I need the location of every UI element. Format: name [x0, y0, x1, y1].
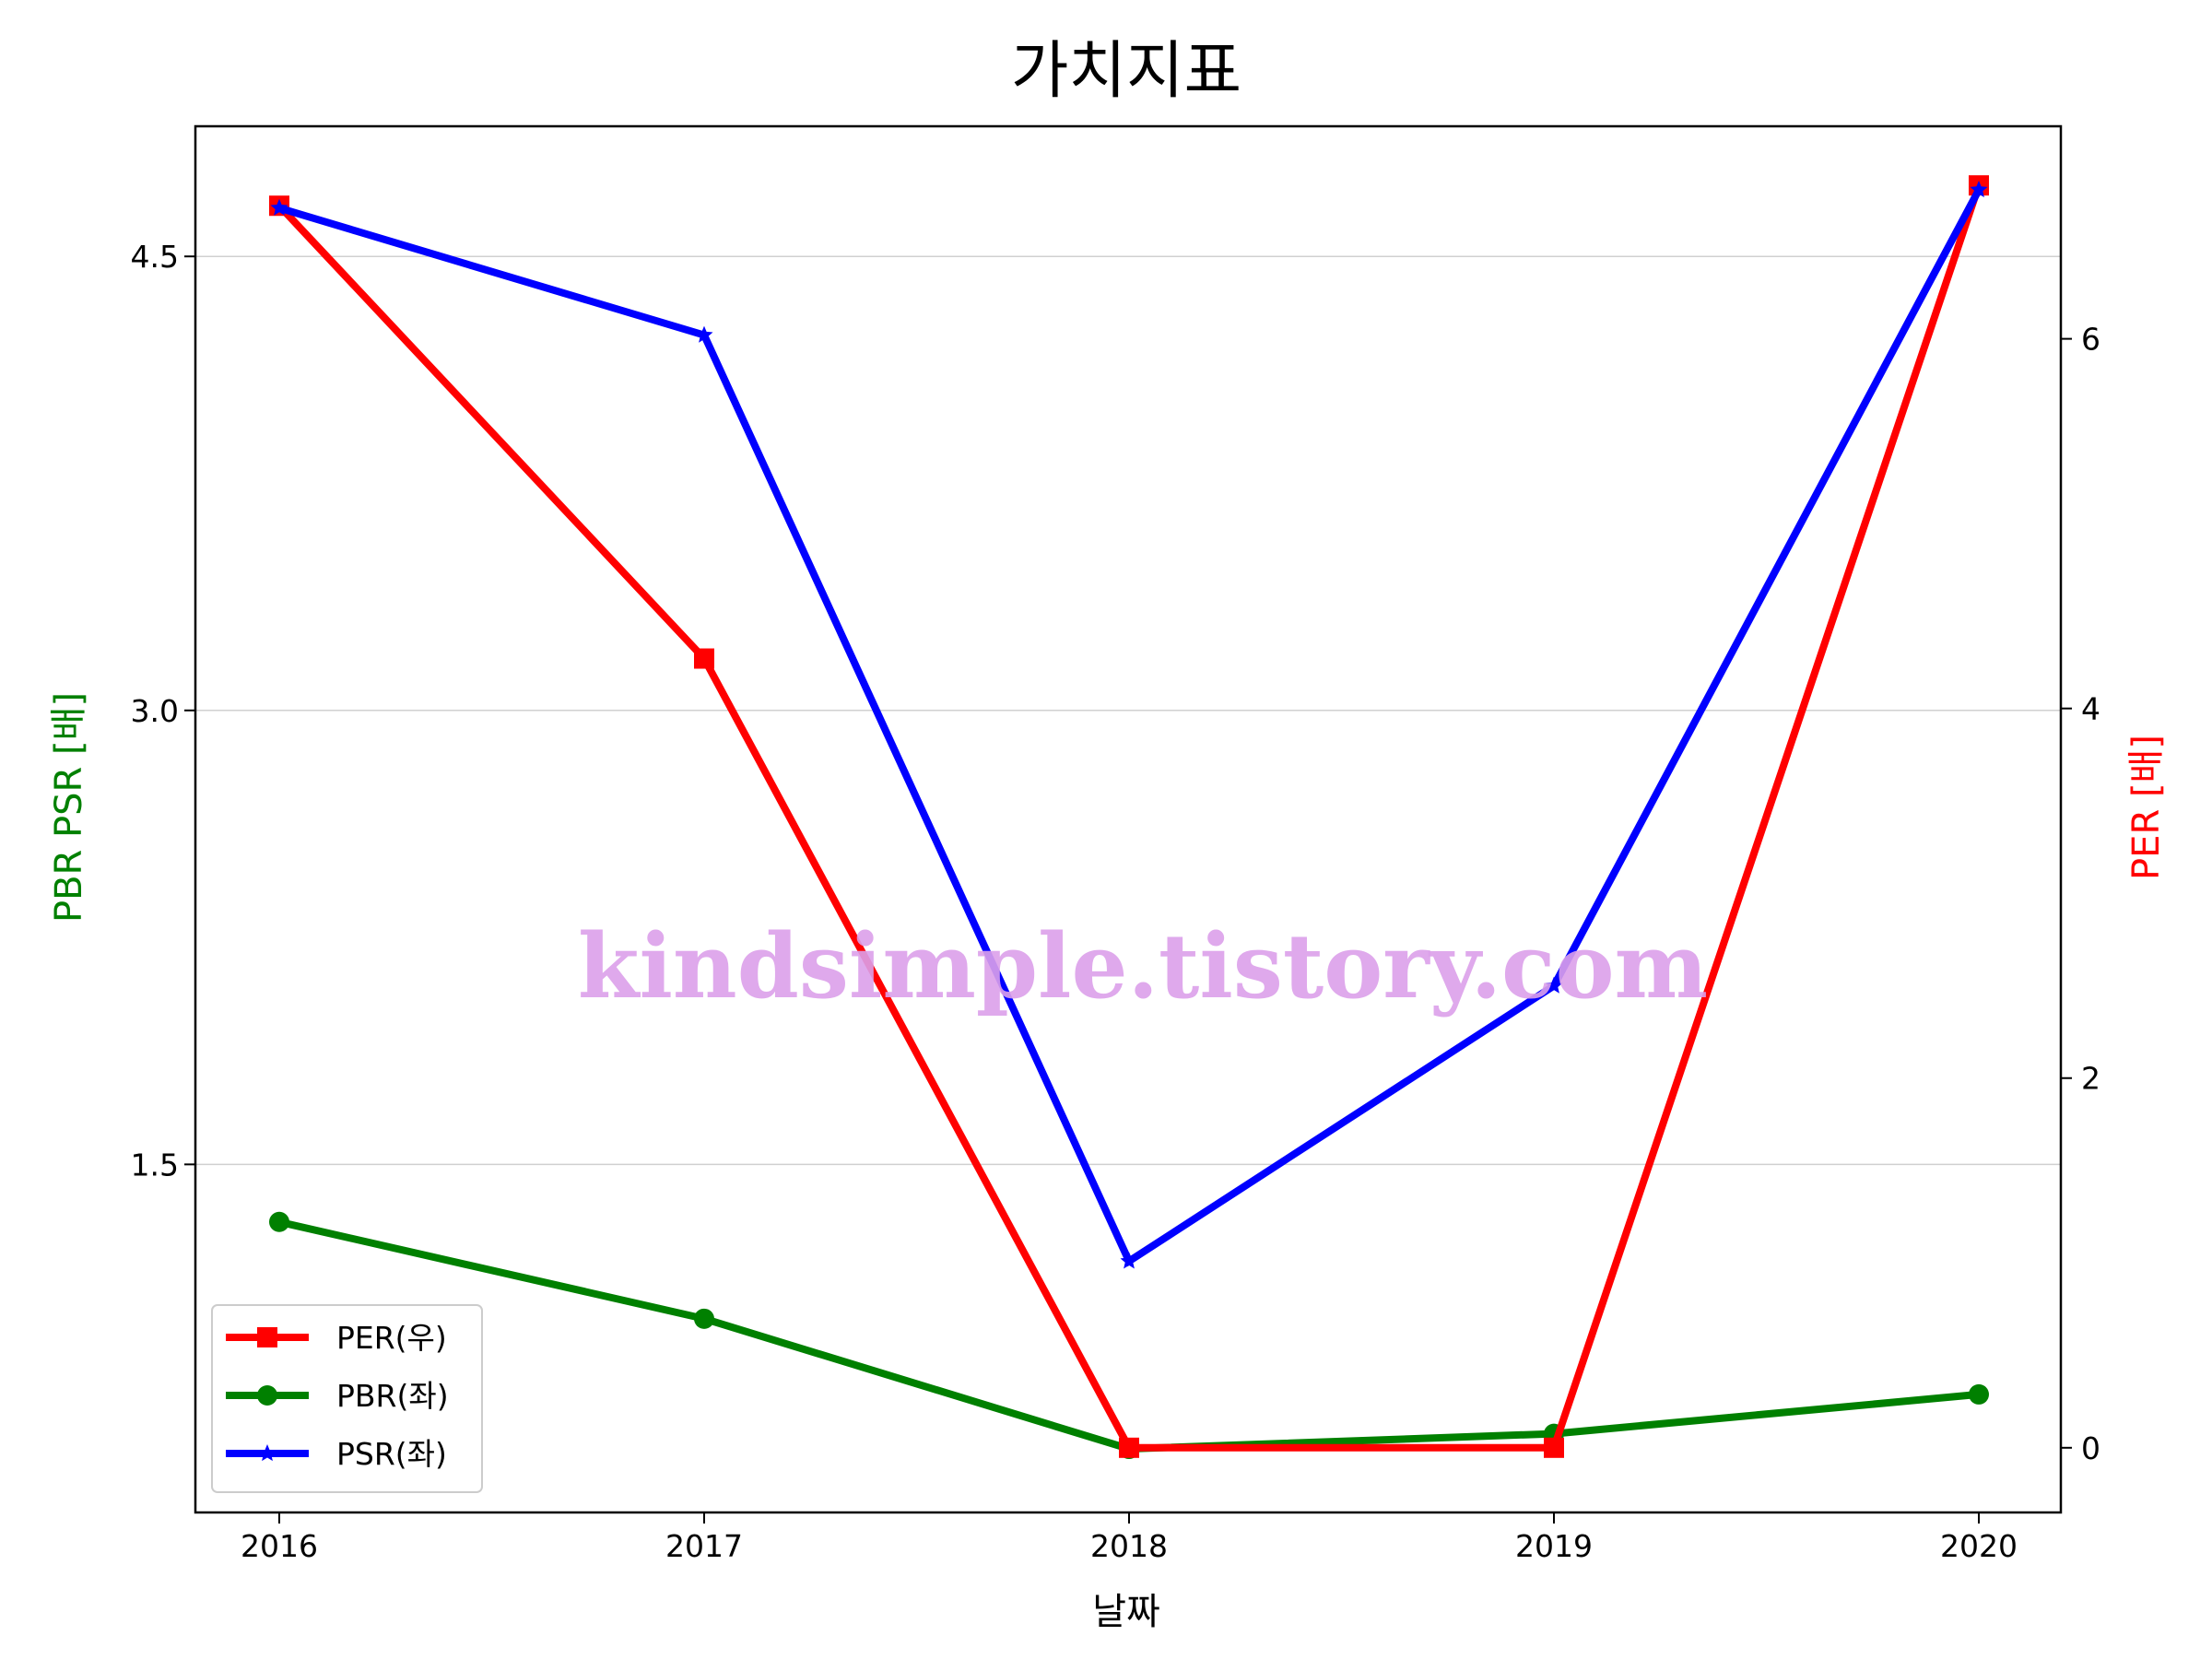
watermark: kindsimple.tistory.com	[578, 914, 1708, 1018]
y-right-tick-label-4: 4	[2081, 691, 2100, 727]
x-tick-label-2017: 2017	[665, 1528, 743, 1564]
y-right-tick-label-2: 2	[2081, 1061, 2100, 1097]
data-point-per-2017	[694, 648, 714, 669]
y-left-tick-label-1.5: 1.5	[131, 1147, 179, 1182]
y-axis-right-label: PER [배]	[2125, 735, 2168, 880]
x-tick-label-2016: 2016	[241, 1528, 318, 1564]
x-tick-label-2020: 2020	[1940, 1528, 2018, 1564]
y-right-tick-label-0: 0	[2081, 1430, 2100, 1466]
y-axis-left-label: PBR PSR [배]	[48, 692, 90, 923]
data-point-pbr-2020	[1969, 1383, 1989, 1405]
legend-marker-per	[257, 1327, 277, 1347]
data-point-psr-2016	[270, 198, 288, 216]
x-tick-label-2019: 2019	[1515, 1528, 1593, 1564]
legend-label-psr: PSR(좌)	[336, 1436, 447, 1472]
data-point-psr-2019	[1545, 976, 1563, 994]
data-point-pbr-2016	[269, 1211, 289, 1232]
legend-marker-psr	[258, 1444, 276, 1462]
legend-label-pbr: PBR(좌)	[336, 1378, 449, 1414]
chart-title: 가치지표	[1011, 35, 1241, 108]
x-axis-label: 날짜	[1092, 1591, 1160, 1633]
legend-marker-pbr	[257, 1385, 277, 1406]
y-left-tick-label-4.5: 4.5	[131, 239, 179, 275]
y-right-tick-label-6: 6	[2081, 322, 2100, 358]
legend-label-per: PER(우)	[336, 1320, 447, 1356]
data-point-psr-2020	[1970, 181, 1988, 198]
data-point-pbr-2017	[694, 1308, 714, 1329]
legend-box	[211, 1304, 483, 1493]
data-point-psr-2017	[695, 325, 713, 343]
data-point-per-2019	[1544, 1437, 1564, 1458]
data-point-psr-2018	[1120, 1252, 1138, 1269]
legend: PER(우) PBR(좌) PSR(좌)	[211, 1304, 483, 1493]
x-tick-label-2018: 2018	[1090, 1528, 1168, 1564]
y-left-tick-label-3.0: 3.0	[131, 693, 179, 729]
data-point-per-2018	[1119, 1437, 1139, 1458]
